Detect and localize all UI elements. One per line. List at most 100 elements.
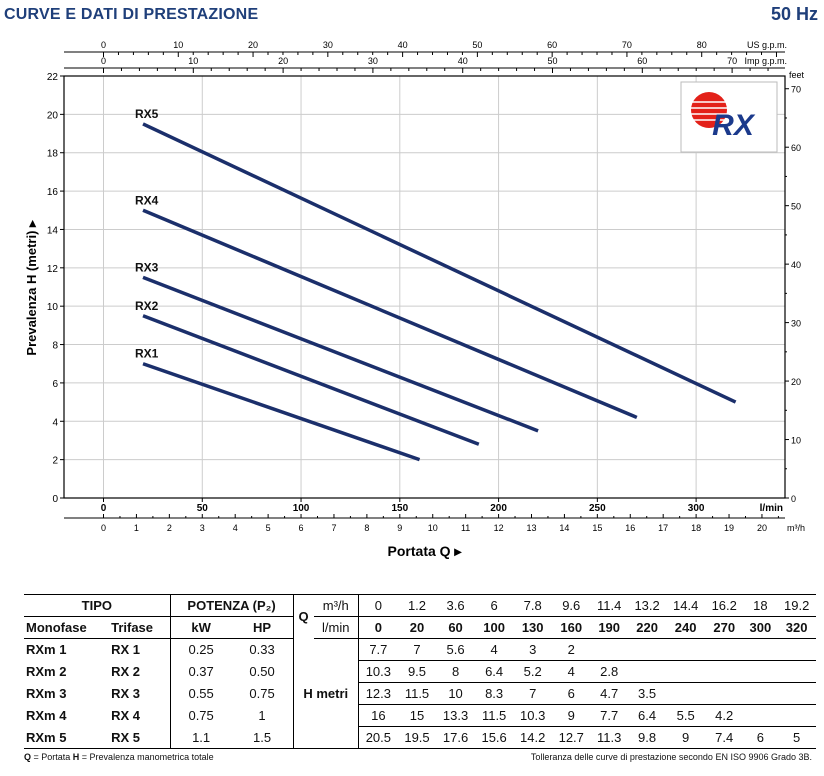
usgpm-tick-label: 10 — [173, 40, 183, 50]
table-row: RXm 2 RX 2 0.37 0.50 10.3 9.5 8 6.4 5.2 4 2.8 — [24, 660, 816, 683]
impgpm-tick-label: 40 — [458, 56, 468, 66]
footer-legend: Q = Portata H = Prevalenza manometrica t… — [24, 752, 214, 762]
cell-h — [666, 660, 705, 683]
cell-h: 10 — [436, 682, 475, 705]
m3h-tick-label: 1 — [134, 523, 139, 533]
usgpm-tick-label: 50 — [472, 40, 482, 50]
cell-h: 4.7 — [590, 682, 628, 705]
cell-h: 6.4 — [474, 660, 514, 683]
x-tick-label: 0 — [101, 503, 107, 514]
impgpm-tick-label: 30 — [368, 56, 378, 66]
usgpm-tick-label: 0 — [101, 40, 106, 50]
cell-q-m3h: 6 — [474, 594, 514, 617]
usgpm-tick-label: 70 — [622, 40, 632, 50]
cell-trifase: RX 2 — [111, 664, 140, 679]
cell-h: 8.3 — [474, 682, 514, 705]
cell-h: 5 — [777, 726, 816, 749]
y-tick-label: 10 — [47, 302, 59, 313]
m3h-tick-label: 11 — [461, 523, 470, 533]
y-tick-label: 4 — [52, 417, 58, 428]
cell-kw: 0.55 — [169, 682, 232, 705]
cell-q-lmin: 190 — [590, 616, 628, 639]
cell-q-m3h: 16.2 — [704, 594, 744, 617]
cell-q-lmin: 100 — [474, 616, 514, 639]
cell-q-m3h: 9.6 — [551, 594, 591, 617]
m3h-tick-label: 2 — [167, 523, 172, 533]
logo-sphere-icon — [691, 92, 727, 128]
cell-h — [590, 638, 628, 661]
cell-h: 7 — [397, 638, 437, 661]
cell-h — [627, 638, 667, 661]
m3h-tick-label: 16 — [625, 523, 635, 533]
x-tick-label: 150 — [391, 503, 408, 514]
legend-q-symbol: Q — [24, 752, 32, 762]
cell-h: 4 — [474, 638, 514, 661]
cell-hp: 1.5 — [231, 726, 293, 749]
cell-h: 7 — [513, 682, 552, 705]
legend-h-text: = Prevalenza manometrica totale — [79, 752, 214, 762]
cell-q-m3h: 11.4 — [590, 594, 628, 617]
cell-monofase: RXm 3 — [26, 686, 67, 701]
cell-hp: 0.33 — [249, 642, 275, 658]
usgpm-tick-label: 80 — [697, 40, 707, 50]
m3h-tick-label: 9 — [397, 523, 402, 533]
m3h-tick-label: 0 — [101, 523, 106, 533]
cell-trifase: RX 5 — [109, 726, 171, 749]
header-m3h: m³/h — [313, 594, 359, 617]
cell-h: 3 — [513, 638, 552, 661]
x-tick-label: 300 — [688, 503, 705, 514]
legend-h-symbol: H — [72, 752, 80, 762]
cell-trifase: RX 4 — [111, 708, 140, 723]
table-row: RXm 3 RX 3 0.55 0.75 12.3 11.5 10 8.3 7 6 4.7 3.5 — [24, 682, 816, 705]
series-line-rx1 — [142, 362, 421, 462]
m3h-tick-label: 17 — [658, 523, 668, 533]
cell-h — [777, 704, 816, 727]
cell-h: 4.2 — [704, 704, 744, 727]
cell-monofase: RXm 4 — [26, 708, 67, 723]
cell-q-lmin: 300 — [743, 616, 778, 639]
y-tick-label: 8 — [52, 341, 58, 352]
cell-h: 9 — [666, 726, 705, 749]
cell-h: 12.3 — [358, 682, 398, 705]
y-tick-label: 22 — [47, 72, 59, 83]
cell-h: 12.7 — [551, 726, 591, 749]
cell-monofase: RXm 1 — [26, 642, 67, 658]
m3h-tick-label: 3 — [200, 523, 205, 533]
table-row: RXm 4 RX 4 0.75 1 16 15 13.3 11.5 10.3 9 7.7 6.4 5.5… — [24, 704, 816, 727]
cell-q-m3h: 13.2 — [627, 594, 667, 617]
impgpm-tick-label: 50 — [548, 56, 558, 66]
cell-h: 15 — [397, 704, 437, 727]
feet-tick-label: 70 — [791, 85, 801, 95]
header-monofase: Monofase — [24, 616, 110, 639]
logo-text: RX — [712, 109, 756, 142]
header-h-metri: H metri — [292, 638, 359, 749]
cell-q-m3h: 0 — [358, 594, 398, 617]
x-axis-label: Portata Q ▸ — [388, 543, 463, 559]
cell-h: 11.5 — [397, 682, 437, 705]
header-q: Q — [292, 594, 314, 639]
table-row: RXm 1 RX 1 0.25 0.33 H metri 7.7 7 5.6 4 3 2 — [24, 638, 816, 749]
plot-frame — [63, 75, 786, 499]
cell-h — [704, 638, 744, 661]
series-label-rx1: RX1 — [135, 347, 159, 361]
cell-h — [743, 704, 778, 727]
header-lmin: l/min — [313, 616, 359, 639]
impgpm-tick-label: 70 — [727, 56, 737, 66]
cell-hp: 0.75 — [249, 686, 275, 701]
header-hp: HP — [231, 616, 293, 639]
header-potenza: POTENZA (P₂) — [169, 594, 293, 617]
cell-hp: 1 — [258, 708, 266, 723]
cell-h: 9 — [551, 704, 591, 727]
cell-h: 5.6 — [436, 638, 475, 661]
cell-h: 7.7 — [590, 704, 628, 727]
y-tick-label: 16 — [47, 187, 59, 198]
cell-h: 15.6 — [474, 726, 514, 749]
cell-h: 10.3 — [513, 704, 552, 727]
cell-h: 2.8 — [590, 660, 628, 683]
cell-h: 7.7 — [358, 638, 398, 661]
cell-q-m3h: 7.8 — [513, 594, 552, 617]
header-trifase: Trifase — [109, 616, 171, 639]
cell-kw: 0.75 — [169, 704, 232, 727]
cell-h — [704, 660, 744, 683]
feet-tick-label: 40 — [791, 260, 801, 270]
